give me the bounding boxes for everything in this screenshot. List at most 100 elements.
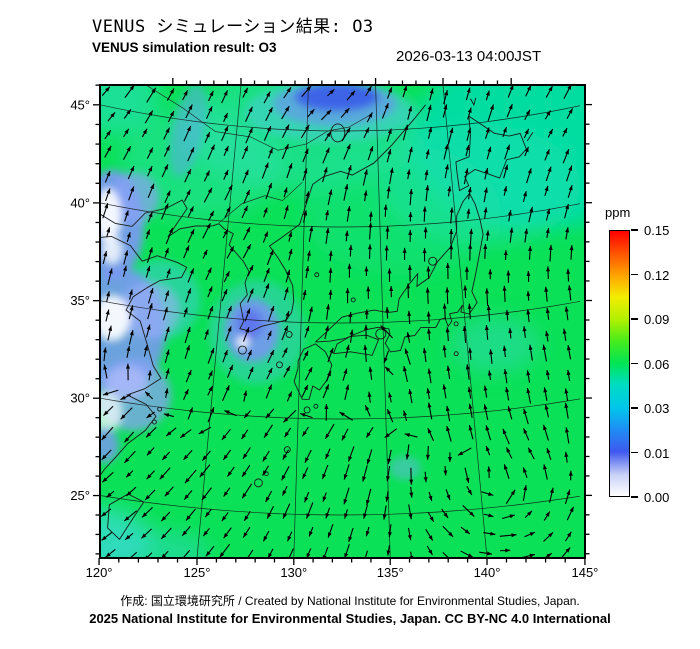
o3-patch [450, 317, 540, 373]
o3-patch [100, 392, 122, 432]
wind-arrow-head [566, 345, 571, 351]
wind-arrow-head [564, 451, 569, 458]
wind-arrow-head [249, 288, 254, 294]
wind-arrow-head [443, 470, 448, 476]
wind-arrow-head [423, 227, 428, 233]
wind-arrow-head [168, 227, 173, 234]
wind-arrow-head [341, 435, 346, 441]
wind-arrow-head [242, 471, 247, 477]
wind-arrow-head [201, 494, 207, 501]
wind-arrow-head [445, 327, 450, 333]
wind-arrow-head [545, 228, 550, 234]
wind-arrow-head [223, 533, 229, 539]
wind-arrow-head [270, 305, 275, 312]
wind-arrow-head [408, 106, 412, 112]
wind-arrow-head [322, 473, 327, 480]
wind-arrow-head [130, 165, 134, 172]
wind-arrow-head [207, 267, 212, 273]
wind-arrow-head [248, 106, 253, 113]
wind-arrow-head [244, 515, 249, 521]
wind-arrow-head [387, 128, 392, 135]
wind-arrow-head [186, 515, 191, 521]
river-yalu [218, 181, 303, 224]
colorbar-tick-label: 0.01 [644, 445, 670, 461]
wind-arrow-head [444, 164, 449, 170]
wind-arrow-head [486, 551, 493, 556]
wind-arrow-head [524, 228, 529, 234]
wind-arrow-head [384, 433, 390, 438]
wind-arrow-head [205, 551, 211, 557]
wind-arrow-head [568, 470, 573, 476]
wind-arrow-head [423, 477, 428, 483]
wind-arrow-head [267, 553, 273, 558]
wind-arrow-head [204, 329, 209, 335]
wind-arrow-head [348, 536, 353, 542]
wind-arrow-head [106, 492, 112, 498]
wind-arrow-head [282, 454, 288, 460]
y-tick-label: 45° [70, 97, 90, 112]
wind-arrow-head [522, 326, 527, 332]
attribution-line: 作成: 国立環境研究所 / Created by National Instit… [120, 594, 580, 608]
wind-arrow-head [103, 364, 108, 370]
parallel-line [100, 300, 581, 324]
colorbar-tick-mark [631, 229, 638, 231]
wind-arrow-head [343, 474, 348, 480]
colorbar-tick-mark [631, 407, 638, 409]
coastline-kunashiri [526, 132, 534, 142]
wind-arrow-head [566, 369, 571, 376]
wind-arrow-head [305, 325, 310, 332]
o3-patch [120, 110, 280, 220]
wind-arrow-head [184, 478, 190, 484]
wind-arrow-head [183, 90, 188, 96]
forecast-timestamp: 2026-03-13 04:00JST [396, 48, 542, 65]
colorbar-tick-label: 0.00 [644, 490, 670, 505]
wind-arrow-head [526, 290, 531, 297]
coastline-korea [218, 104, 426, 332]
wind-arrow-head [449, 244, 454, 250]
wind-arrow-head [306, 250, 311, 256]
colorbar-tick-label: 0.03 [644, 401, 670, 416]
wind-arrow-head [161, 516, 167, 522]
wind-arrow-head [368, 211, 373, 217]
island [350, 297, 356, 303]
wind-arrow-head [126, 109, 131, 115]
wind-arrow-head [404, 433, 410, 438]
wind-arrow-head [302, 473, 307, 479]
wind-arrow-head [485, 127, 490, 133]
wind-arrow-head [224, 170, 229, 176]
wind-arrow-head [264, 162, 269, 169]
wind-arrow-head [483, 187, 488, 193]
wind-arrow-head [244, 412, 249, 419]
wind-arrow-head [266, 91, 271, 97]
wind-arrow-head [283, 417, 289, 423]
wind-arrow-head [325, 304, 330, 310]
wind-arrow-head [548, 128, 553, 135]
wind-arrow-head [490, 531, 496, 536]
axis-ticks [93, 78, 592, 565]
wind-arrow-head [484, 325, 489, 331]
wind-arrow-head [186, 169, 191, 175]
wind-arrow-head [428, 126, 433, 133]
wind-arrow-head [283, 347, 288, 354]
wind-arrow-head [246, 244, 251, 250]
island [285, 330, 293, 338]
wind-arrow-head [164, 247, 169, 254]
wind-arrow-head [569, 245, 574, 251]
wind-arrow-head [286, 269, 291, 276]
wind-arrow-head [425, 149, 430, 155]
wind-arrow-head [303, 210, 308, 216]
wind-arrow-head [509, 514, 515, 519]
wind-arrow-head [526, 387, 531, 394]
wind-arrow-head [564, 402, 569, 409]
wind-arrow-head [509, 227, 514, 233]
wind-arrow-head [226, 206, 231, 212]
wind-arrow-head [305, 191, 310, 197]
wind-arrow-head [327, 370, 331, 377]
wind-arrow-head [409, 479, 414, 485]
wind-arrow-head [284, 124, 290, 130]
wind-arrow-head [142, 512, 148, 518]
wind-arrow-head [327, 532, 332, 538]
wind-arrow-head [107, 145, 112, 152]
wind-arrow-head [484, 168, 489, 174]
wind-arrow-head [526, 370, 531, 376]
